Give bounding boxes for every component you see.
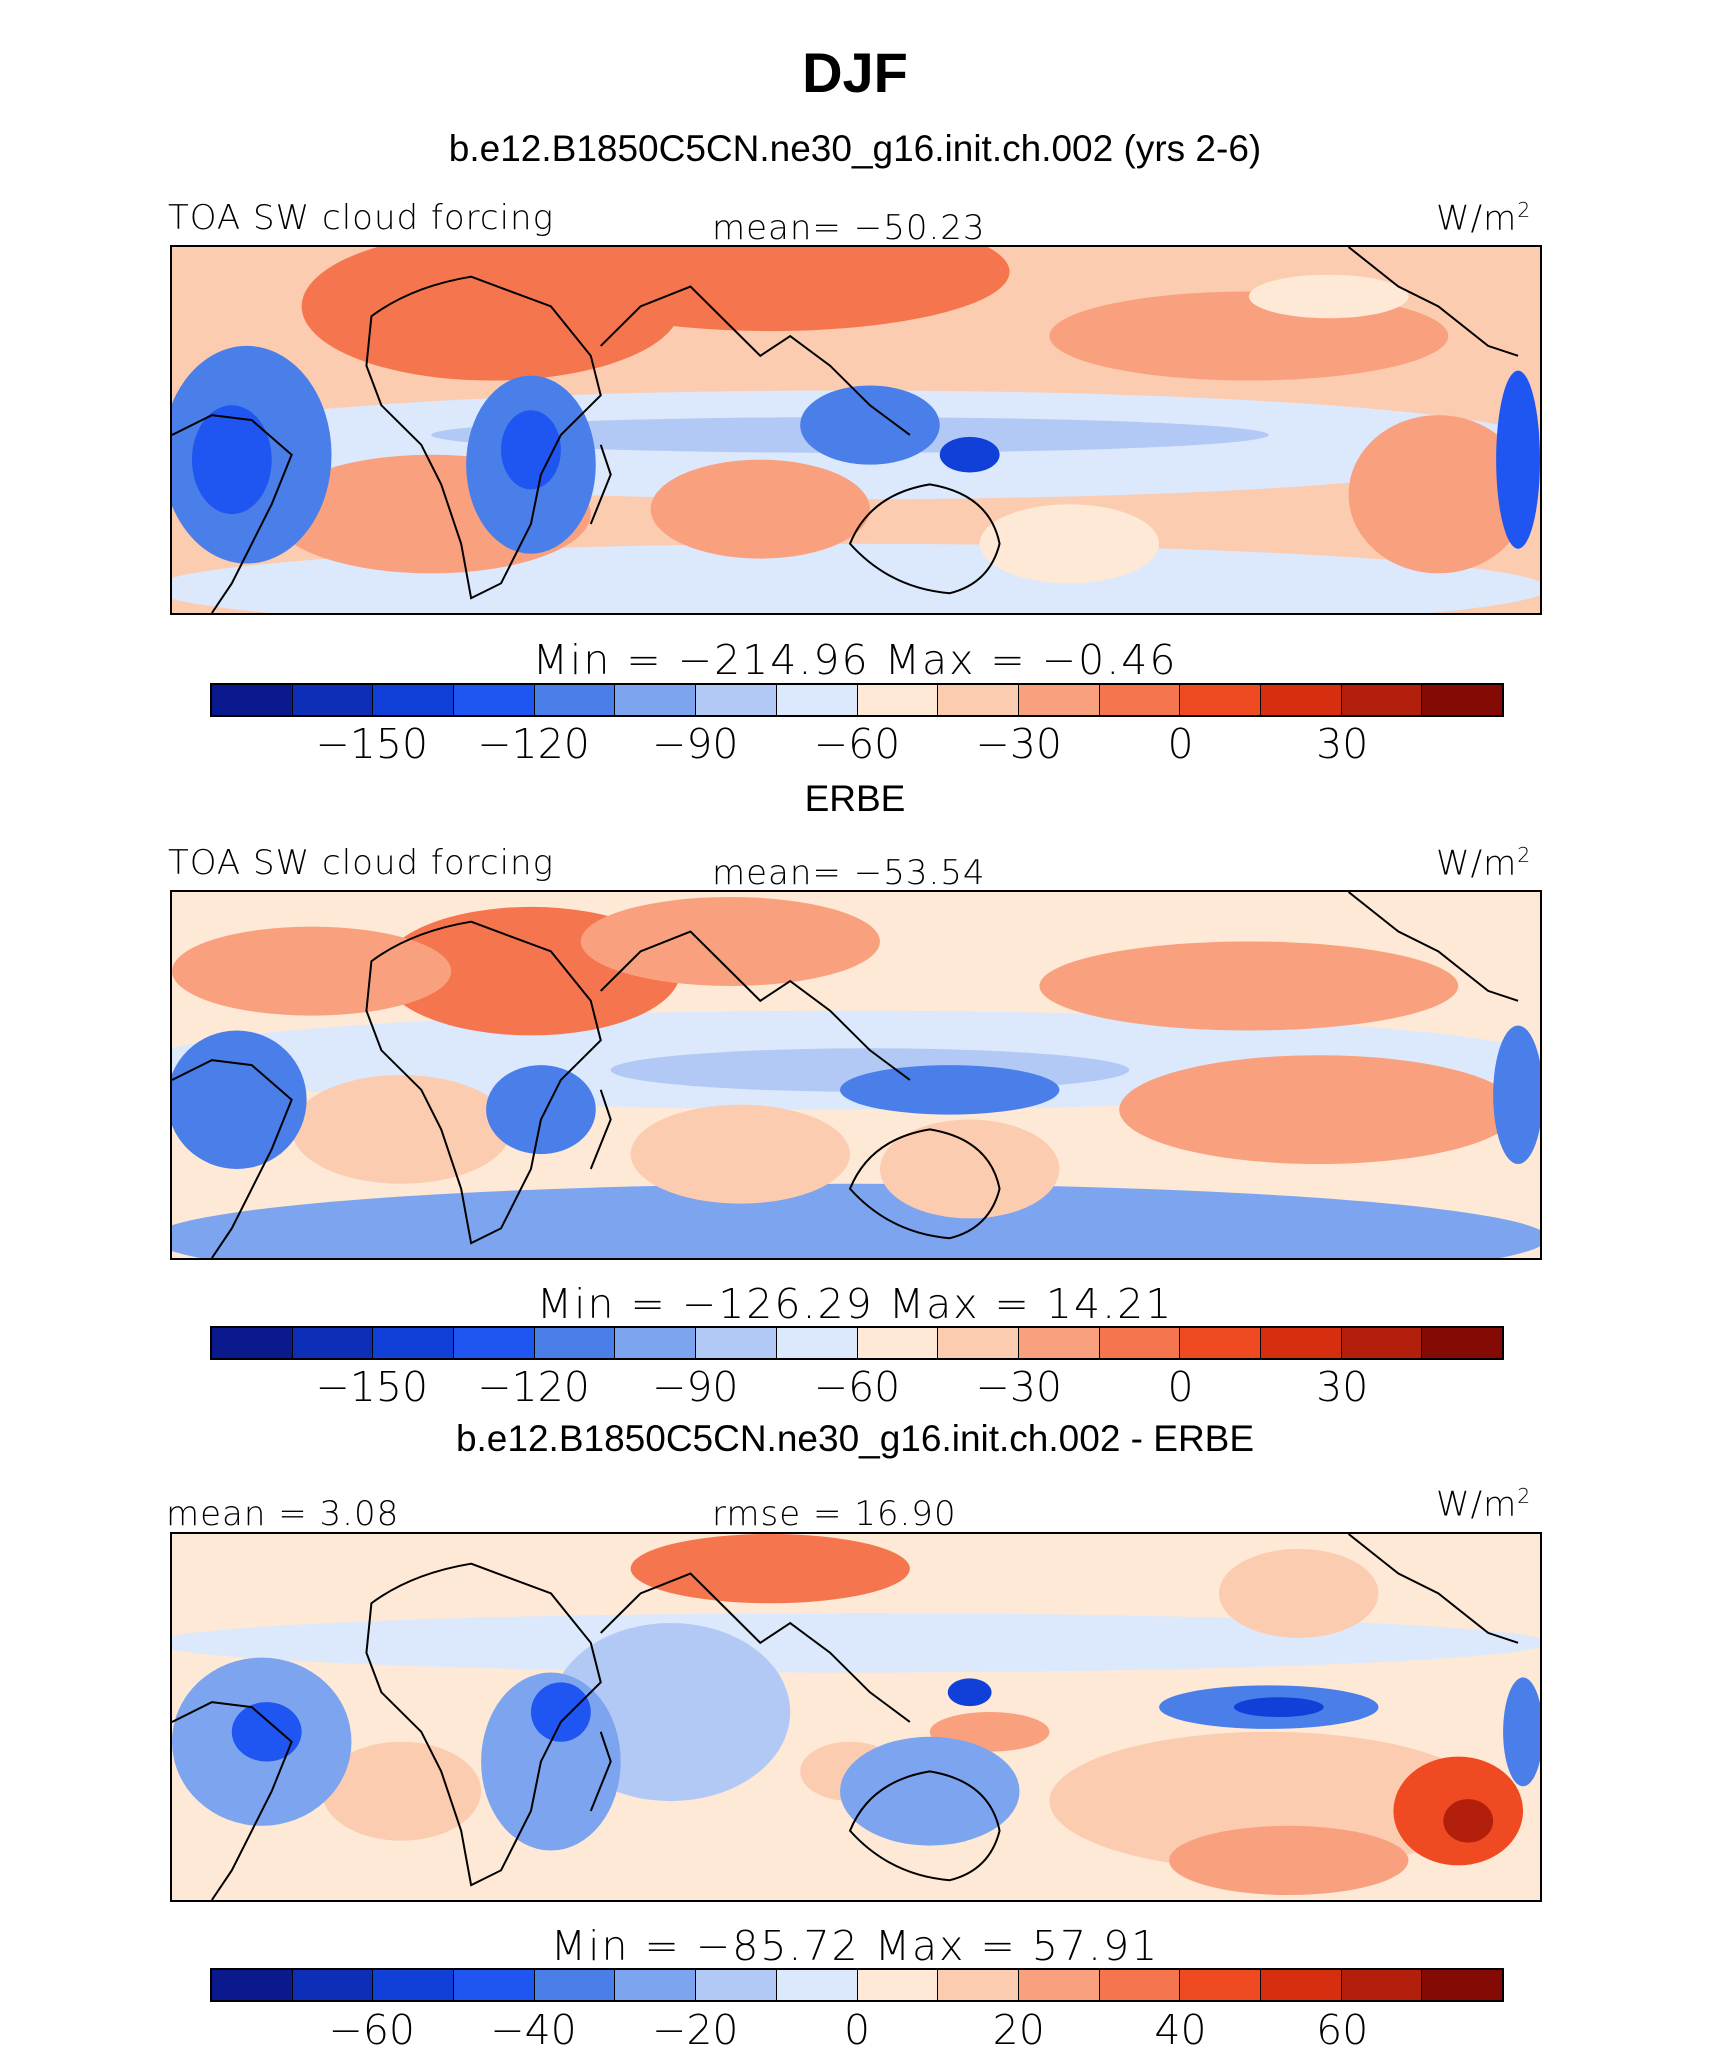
colorbar-segment	[1180, 1970, 1261, 2000]
colorbar-segment	[373, 1970, 455, 2000]
panel2-minmax: Min = −126.29 Max = 14.21	[536, 1280, 1174, 1328]
colorbar-tick-label: 60	[1316, 2006, 1369, 2054]
colorbar-segment	[615, 1328, 697, 1358]
panel2-variable-label: TOA SW cloud forcing	[168, 843, 554, 883]
colorbar-tick-label: −90	[651, 720, 739, 768]
colorbar-segment	[1422, 1328, 1502, 1358]
colorbar-tick-label: −40	[490, 2006, 577, 2054]
colorbar-segment	[1018, 1328, 1100, 1358]
colorbar-tick-label: 0	[1167, 1363, 1194, 1411]
colorbar-segment	[857, 685, 939, 715]
colorbar-tick-label: 0	[1167, 720, 1194, 768]
panel1-minmax: Min = −214.96 Max = −0.46	[532, 636, 1178, 684]
colorbar-segment	[534, 1970, 616, 2000]
colorbar-segment	[373, 685, 455, 715]
colorbar-tick-label: −30	[975, 1363, 1063, 1411]
colorbar-segment	[938, 1970, 1019, 2000]
colorbar-segment	[373, 1328, 455, 1358]
colorbar-segment	[454, 1328, 535, 1358]
panel3-map	[170, 1532, 1542, 1902]
panel2-mean-label: mean= −53.54	[712, 853, 986, 893]
colorbar-segment	[1260, 1328, 1342, 1358]
colorbar-segment	[1018, 685, 1100, 715]
colorbar-segment	[615, 1970, 697, 2000]
colorbar-segment	[534, 1328, 616, 1358]
panel3-mean-label: mean = 3.08	[166, 1494, 400, 1534]
panel1-heading: b.e12.B1850C5CN.ne30_g16.init.ch.002 (yr…	[448, 128, 1262, 169]
colorbar-segment	[1341, 1328, 1423, 1358]
colorbar-segment	[776, 1970, 858, 2000]
colorbar-segment	[1099, 1328, 1181, 1358]
panel3-minmax: Min = −85.72 Max = 57.91	[550, 1922, 1160, 1970]
colorbar-segment	[776, 685, 858, 715]
colorbar-segment	[1180, 685, 1261, 715]
colorbar-segment	[1099, 1970, 1181, 2000]
colorbar-segment	[292, 1970, 374, 2000]
panel1-variable-label: TOA SW cloud forcing	[168, 198, 554, 238]
colorbar-segment	[1018, 1970, 1100, 2000]
colorbar-segment	[776, 1328, 858, 1358]
colorbar-segment	[696, 1970, 777, 2000]
panel1-units-label: W/m2	[1436, 198, 1532, 239]
colorbar-tick-label: −60	[813, 1363, 901, 1411]
colorbar-segment	[1099, 685, 1181, 715]
colorbar-segment	[696, 685, 777, 715]
colorbar-segment	[938, 1328, 1019, 1358]
panel2-heading: ERBE	[804, 778, 906, 819]
figure-title: DJF	[802, 41, 908, 104]
panel1-map	[170, 245, 1542, 615]
colorbar-segment	[1180, 1328, 1261, 1358]
panel2-colorbar-ticks: −150 −120 −90 −60 −30 0 30	[210, 1363, 1504, 1411]
colorbar-segment	[292, 1328, 374, 1358]
colorbar-segment	[1341, 1970, 1423, 2000]
colorbar-tick-label: 0	[843, 2006, 871, 2054]
colorbar-segment	[615, 685, 697, 715]
colorbar-segment	[212, 685, 293, 715]
colorbar-segment	[1422, 685, 1502, 715]
colorbar-segment	[1341, 685, 1423, 715]
panel2-units-label: W/m2	[1436, 843, 1532, 884]
colorbar-segment	[857, 1328, 939, 1358]
colorbar-segment	[454, 685, 535, 715]
colorbar-tick-label: −60	[328, 2006, 416, 2054]
colorbar-tick-label: 20	[992, 2006, 1045, 2054]
panel1-mean-label: mean= −50.23	[712, 208, 986, 248]
colorbar-segment	[1422, 1970, 1502, 2000]
colorbar-tick-label: 40	[1154, 2006, 1207, 2054]
panel3-heading: b.e12.B1850C5CN.ne30_g16.init.ch.002 - E…	[455, 1418, 1255, 1459]
colorbar-tick-label: −90	[651, 1363, 739, 1411]
colorbar-segment	[212, 1328, 293, 1358]
colorbar-segment	[938, 685, 1019, 715]
panel3-units-label: W/m2	[1436, 1484, 1532, 1525]
panel2-colorbar	[210, 1326, 1504, 1360]
colorbar-tick-label: −150	[315, 1363, 429, 1411]
colorbar-tick-label: −120	[477, 1363, 590, 1411]
colorbar-tick-label: −60	[813, 720, 901, 768]
panel2-map	[170, 890, 1542, 1260]
colorbar-segment	[292, 685, 374, 715]
colorbar-segment	[857, 1970, 939, 2000]
colorbar-segment	[212, 1970, 293, 2000]
colorbar-segment	[696, 1328, 777, 1358]
panel3-colorbar	[210, 1968, 1504, 2002]
panel3-colorbar-ticks: −60 −40 −20 0 20 40 60	[210, 2006, 1504, 2054]
panel1-colorbar	[210, 683, 1504, 717]
colorbar-segment	[1260, 685, 1342, 715]
colorbar-segment	[534, 685, 616, 715]
colorbar-segment	[454, 1970, 535, 2000]
panel3-rmse-label: rmse = 16.90	[712, 1494, 957, 1534]
colorbar-tick-label: −120	[477, 720, 590, 768]
colorbar-segment	[1260, 1970, 1342, 2000]
colorbar-tick-label: −150	[315, 720, 429, 768]
colorbar-tick-label: −20	[651, 2006, 739, 2054]
panel1-colorbar-ticks: −150 −120 −90 −60 −30 0 30	[210, 720, 1504, 768]
colorbar-tick-label: −30	[975, 720, 1063, 768]
colorbar-tick-label: 30	[1316, 720, 1369, 768]
colorbar-tick-label: 30	[1316, 1363, 1369, 1411]
